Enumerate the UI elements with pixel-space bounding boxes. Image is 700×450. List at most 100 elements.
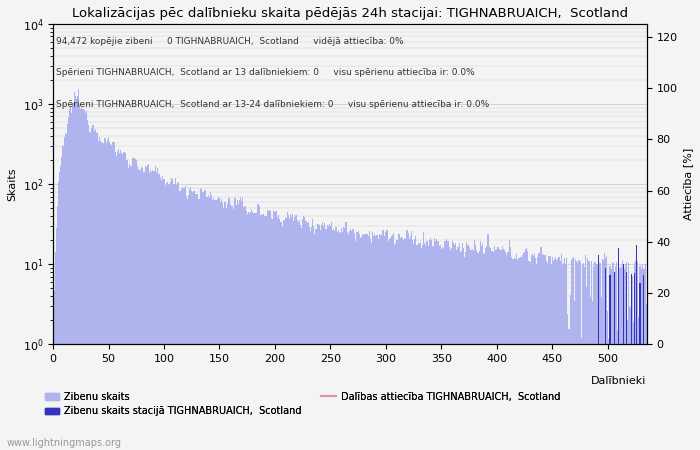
Bar bbox=[625, 264, 626, 450]
Y-axis label: Attiecība [%]: Attiecība [%] bbox=[683, 148, 693, 220]
Bar bbox=[159, 174, 160, 450]
Bar bbox=[295, 215, 297, 450]
Bar bbox=[314, 234, 316, 450]
Bar bbox=[372, 231, 373, 450]
Bar bbox=[432, 246, 433, 450]
Bar bbox=[199, 199, 200, 450]
Bar bbox=[299, 220, 300, 450]
Bar bbox=[623, 297, 624, 450]
Bar bbox=[168, 185, 169, 450]
Bar bbox=[559, 261, 561, 450]
Bar bbox=[395, 243, 396, 450]
Bar bbox=[426, 241, 428, 450]
Bar bbox=[622, 260, 623, 450]
Bar bbox=[163, 179, 164, 450]
Bar bbox=[345, 222, 346, 450]
Bar bbox=[310, 231, 311, 450]
Bar bbox=[379, 234, 380, 450]
Bar bbox=[533, 256, 534, 450]
Bar bbox=[102, 143, 104, 450]
Bar bbox=[362, 234, 363, 450]
Bar bbox=[261, 215, 262, 450]
Bar bbox=[146, 167, 147, 450]
Bar bbox=[251, 208, 252, 450]
Bar bbox=[92, 125, 94, 450]
Bar bbox=[455, 243, 456, 450]
Bar bbox=[346, 232, 348, 450]
Bar bbox=[337, 230, 339, 450]
Bar bbox=[618, 248, 620, 450]
Bar bbox=[536, 264, 538, 450]
Title: Lokalizācijas pēc dalībnieku skaita pēdējās 24h stacijai: TIGHNABRUAICH,  Scotla: Lokalizācijas pēc dalībnieku skaita pēdē… bbox=[72, 7, 628, 20]
Bar bbox=[128, 168, 129, 450]
Bar bbox=[333, 230, 335, 450]
Bar bbox=[70, 108, 71, 450]
Dalības attiecība TIGHNABRUAICH,  Scotland bbox=[526, 342, 534, 347]
Bar bbox=[441, 249, 442, 450]
Y-axis label: Skaits: Skaits bbox=[7, 167, 17, 201]
Bar bbox=[594, 262, 595, 450]
Bar bbox=[555, 256, 556, 450]
Bar bbox=[564, 257, 565, 450]
Bar bbox=[270, 211, 271, 450]
Bar bbox=[463, 248, 464, 450]
Bar bbox=[389, 239, 390, 450]
Bar bbox=[257, 203, 258, 450]
Bar bbox=[386, 230, 388, 450]
Bar bbox=[262, 214, 263, 450]
Bar bbox=[512, 259, 513, 450]
Bar bbox=[439, 246, 440, 450]
Bar bbox=[476, 250, 477, 450]
Bar bbox=[104, 138, 106, 450]
Bar bbox=[513, 259, 514, 450]
Bar bbox=[340, 234, 341, 450]
Bar bbox=[246, 214, 248, 450]
Bar bbox=[415, 236, 416, 450]
Bar bbox=[504, 250, 505, 450]
Bar bbox=[79, 105, 81, 450]
Text: Spērieni TIGHNABRUAICH,  Scotland ar 13-24 dalībniekiem: 0     visu spērienu att: Spērieni TIGHNABRUAICH, Scotland ar 13-2… bbox=[57, 99, 489, 108]
Bar bbox=[57, 206, 58, 450]
Bar bbox=[599, 263, 601, 450]
Bar bbox=[253, 213, 254, 450]
Bar bbox=[421, 248, 422, 450]
Text: Spērieni TIGHNABRUAICH,  Scotland ar 13 dalībniekiem: 0     visu spērienu attiec: Spērieni TIGHNABRUAICH, Scotland ar 13 d… bbox=[57, 68, 475, 76]
Bar bbox=[198, 199, 199, 450]
Bar bbox=[623, 264, 624, 450]
Bar bbox=[400, 238, 401, 450]
Bar bbox=[643, 269, 644, 450]
Bar bbox=[67, 124, 68, 450]
Bar bbox=[316, 224, 318, 450]
Bar bbox=[219, 198, 220, 450]
Dalības attiecība TIGHNABRUAICH,  Scotland bbox=[50, 342, 58, 347]
Bar bbox=[514, 258, 515, 450]
Bar bbox=[293, 221, 295, 450]
Bar bbox=[486, 246, 487, 450]
Bar bbox=[121, 153, 122, 450]
Bar bbox=[59, 172, 60, 450]
Bar bbox=[91, 128, 92, 450]
Bar bbox=[354, 233, 356, 450]
Bar bbox=[603, 260, 604, 450]
Bar bbox=[416, 245, 417, 450]
Bar bbox=[68, 117, 69, 450]
Bar bbox=[519, 257, 521, 450]
Bar bbox=[436, 238, 438, 450]
Bar bbox=[574, 301, 575, 450]
Bar bbox=[356, 232, 358, 450]
Bar bbox=[556, 260, 557, 450]
Bar bbox=[419, 244, 420, 450]
Bar bbox=[394, 245, 395, 450]
Bar bbox=[493, 252, 494, 450]
Bar bbox=[286, 212, 288, 450]
Bar bbox=[217, 199, 218, 450]
Bar bbox=[222, 203, 223, 450]
Bar bbox=[110, 144, 111, 450]
Bar bbox=[89, 132, 90, 450]
Bar bbox=[382, 230, 383, 450]
Bar bbox=[136, 166, 138, 450]
Bar bbox=[60, 166, 62, 450]
Bar bbox=[350, 229, 351, 450]
Bar bbox=[162, 176, 163, 450]
Bar bbox=[580, 338, 582, 450]
